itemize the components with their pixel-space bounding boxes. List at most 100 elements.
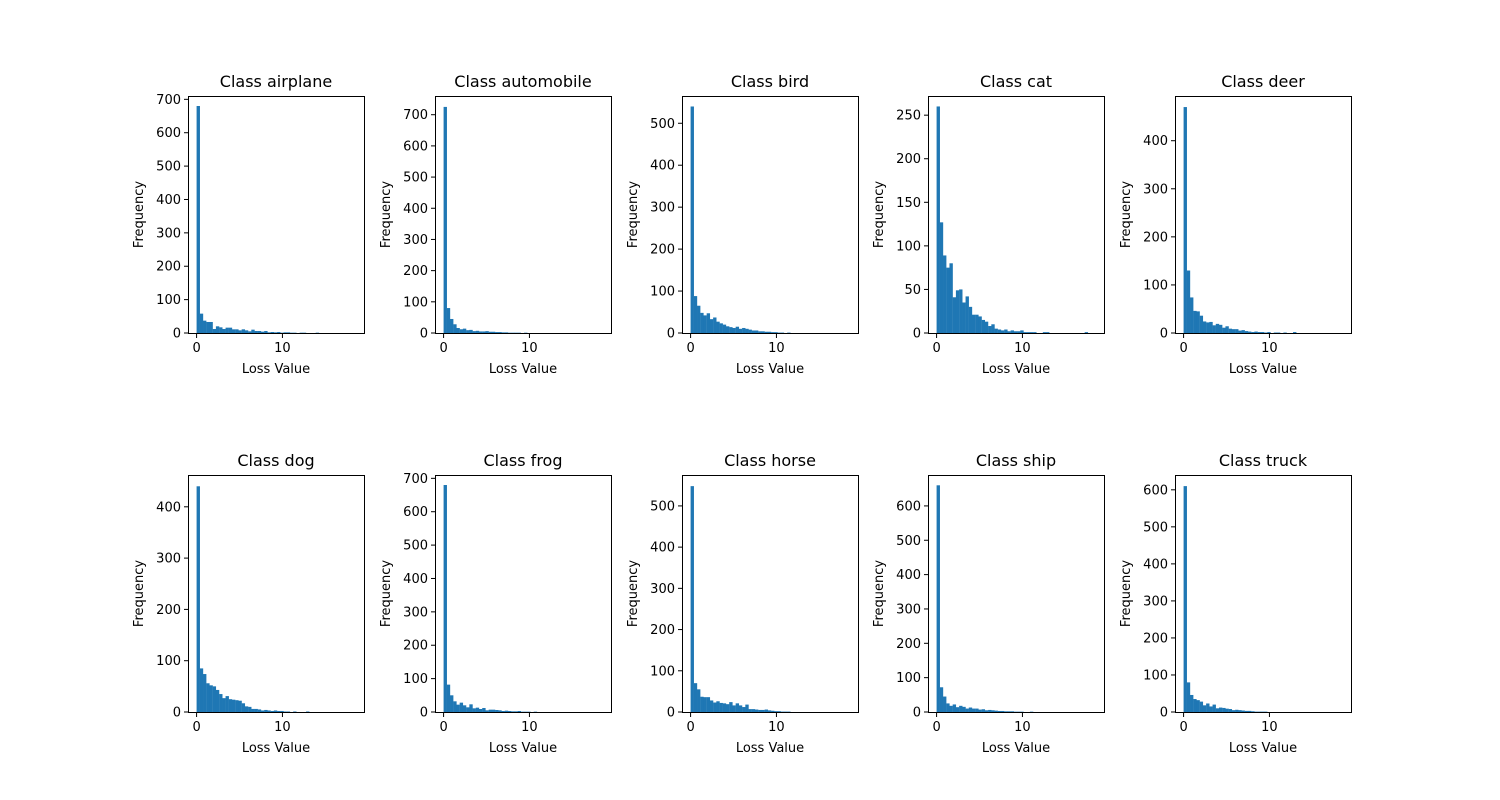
y-axis-label: Frequency [626, 560, 641, 627]
histogram-bar [453, 701, 457, 712]
histogram-bar [1244, 331, 1249, 333]
histogram-bar [1013, 331, 1018, 333]
histogram-bar [1026, 332, 1031, 333]
y-tick-label: 500 [650, 499, 675, 514]
axes-frame [435, 96, 612, 334]
histogram-bar [748, 709, 752, 712]
histogram-bar [767, 331, 772, 333]
histogram-bars [196, 106, 320, 333]
histogram-bar [758, 709, 762, 712]
y-tick-label: 500 [650, 117, 675, 132]
histogram-bar [726, 704, 730, 712]
histogram-bar [959, 289, 963, 333]
subplot-title: Class truck [1219, 451, 1308, 470]
y-tick-label: 50 [904, 283, 921, 298]
histogram-bar [706, 313, 711, 333]
histogram-bar [254, 331, 258, 333]
histogram-bar [495, 710, 499, 712]
histogram-bar [997, 710, 1002, 712]
histogram-bar [1183, 486, 1187, 712]
histogram-bar [212, 328, 217, 333]
histogram-bar [732, 705, 736, 712]
histogram-bar [946, 703, 950, 712]
histogram-bar [273, 332, 278, 333]
x-axis-label: Loss Value [736, 741, 804, 756]
histogram-bar [943, 696, 947, 712]
y-tick-label: 100 [1143, 278, 1168, 293]
histogram-bar [466, 707, 470, 712]
histogram-bars [690, 486, 791, 712]
histogram-bars [443, 485, 538, 712]
y-tick-label: 200 [650, 243, 675, 258]
x-tick-label: 10 [768, 341, 785, 356]
histogram-bar [693, 683, 698, 712]
histogram-bar [719, 702, 723, 712]
histogram-bar [270, 710, 274, 712]
x-axis-label: Loss Value [242, 741, 310, 756]
histogram-bar [949, 263, 953, 333]
histogram-bar [709, 700, 714, 712]
y-tick-label: 200 [156, 603, 181, 618]
x-axis-label: Loss Value [982, 741, 1050, 756]
histogram-bar [267, 710, 271, 712]
y-tick-label: 100 [650, 664, 675, 679]
y-tick-label: 100 [156, 293, 181, 308]
histogram-bar [946, 267, 950, 333]
histogram-bar [241, 703, 246, 712]
y-tick-label: 700 [156, 93, 181, 108]
histogram-bar [981, 709, 986, 712]
histogram-bar [697, 305, 701, 333]
x-tick-label: 10 [1014, 720, 1031, 735]
y-tick-label: 300 [156, 552, 181, 567]
histogram-bar [722, 703, 727, 712]
histogram-bar [1267, 332, 1271, 333]
histogram-bar [994, 710, 998, 712]
histogram-bar [777, 711, 781, 712]
x-tick-label: 0 [686, 720, 694, 735]
histogram-bar [697, 689, 701, 712]
histogram-bar [235, 329, 239, 333]
histogram-bar [965, 296, 969, 333]
histogram-bar [222, 698, 226, 712]
histogram-bar [443, 106, 447, 333]
histogram-bar [729, 327, 733, 333]
histogram-bar [206, 321, 210, 333]
subplot-title: Class dog [237, 451, 314, 470]
histogram-bar [446, 308, 451, 333]
histogram-bar [219, 694, 223, 712]
histogram-bar [286, 332, 291, 333]
histogram-bar [1084, 332, 1089, 333]
y-tick-label: 400 [156, 193, 181, 208]
histogram-bar [485, 710, 489, 712]
histogram-bars [1183, 486, 1268, 713]
y-tick-label: 100 [403, 295, 428, 310]
histogram-bar [469, 704, 473, 712]
x-tick-label: 0 [439, 341, 447, 356]
y-tick-label: 0 [1160, 706, 1168, 721]
y-tick-label: 0 [913, 706, 921, 721]
histogram-bar [215, 689, 220, 712]
histogram-bar [751, 709, 756, 712]
histogram-bar [498, 710, 502, 712]
x-tick-label: 0 [932, 720, 940, 735]
histogram-bar [981, 319, 986, 333]
histogram-bar [257, 331, 262, 333]
histogram-bar [501, 332, 505, 333]
histogram-bar [713, 317, 717, 333]
x-tick-label: 10 [521, 720, 538, 735]
histogram-bar [517, 711, 521, 712]
histogram-bar [984, 321, 989, 333]
histogram-bars [1183, 107, 1297, 333]
y-tick-label: 500 [1143, 520, 1168, 535]
y-tick-label: 100 [896, 239, 921, 254]
y-tick-label: 300 [650, 201, 675, 216]
histogram-bar [504, 332, 509, 333]
histogram-bar [273, 710, 278, 712]
y-tick-label: 500 [403, 539, 428, 554]
histogram-bar [469, 329, 473, 333]
histogram-bar [972, 314, 976, 333]
histogram-bar [764, 331, 768, 333]
